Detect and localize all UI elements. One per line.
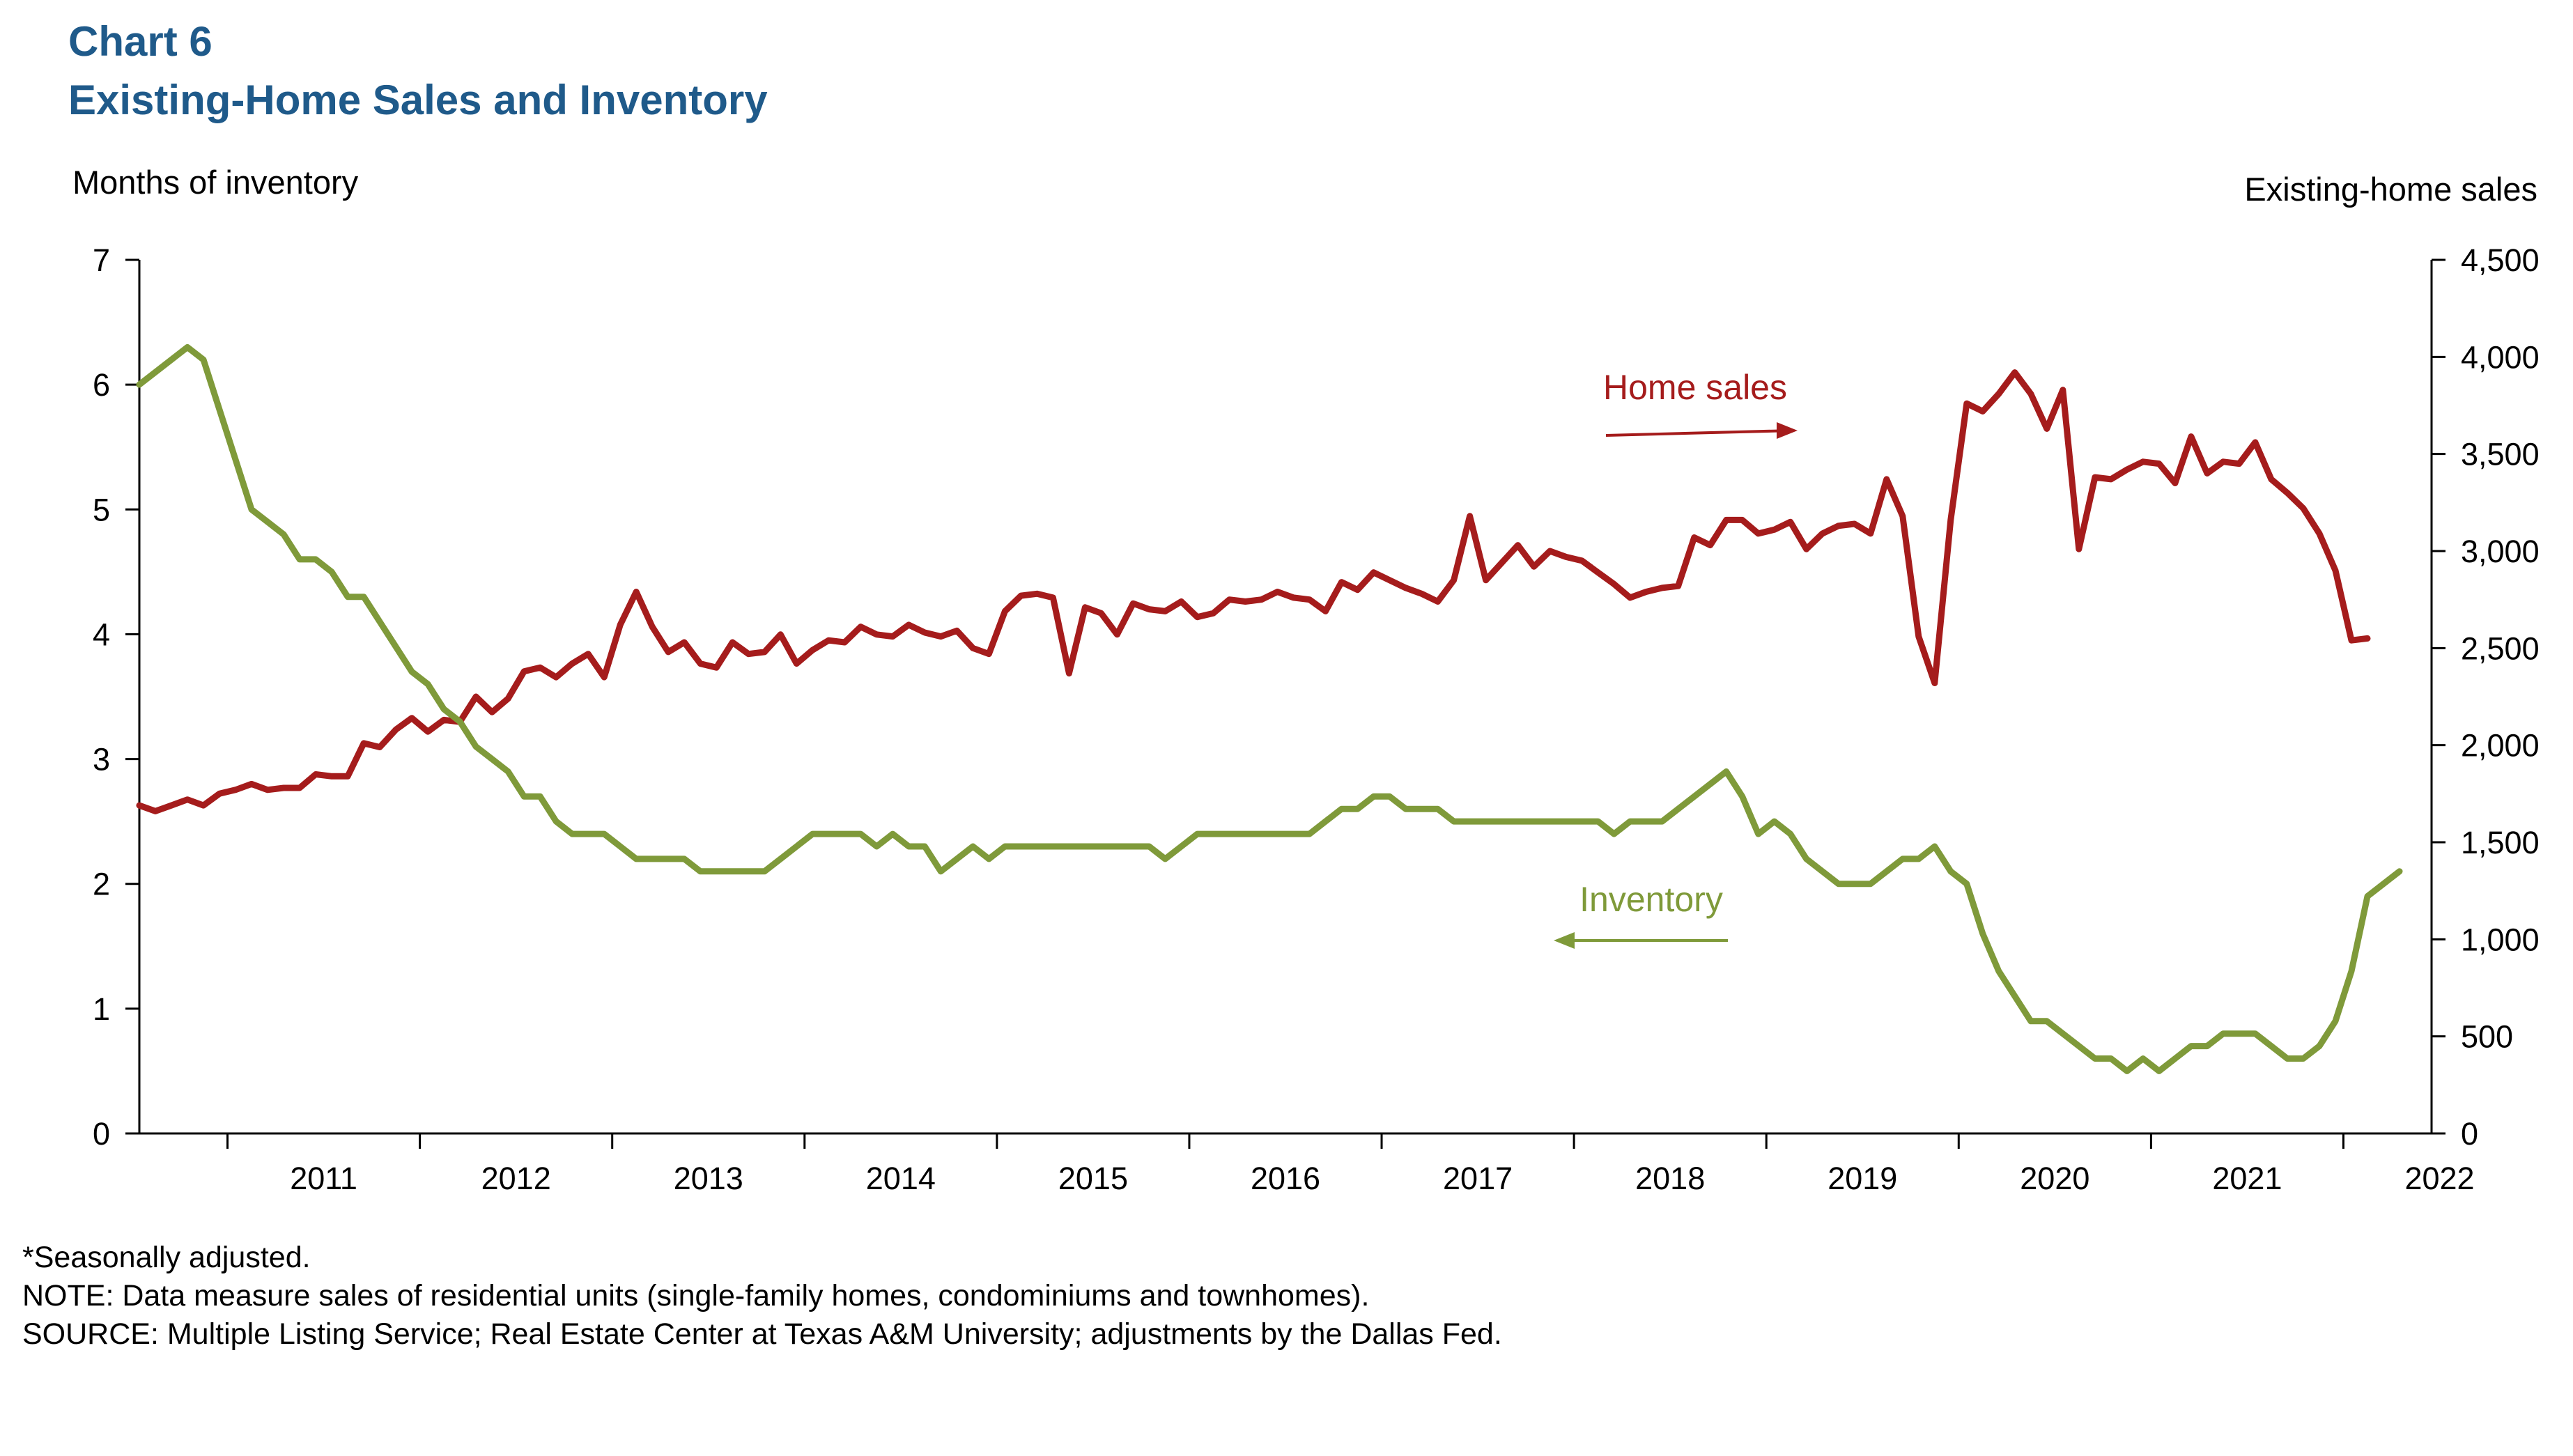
x-tick-label: 2019 xyxy=(1828,1161,1897,1196)
x-tick-label: 2018 xyxy=(1635,1161,1705,1196)
right-tick-label: 0 xyxy=(2461,1116,2478,1152)
right-tick-label: 1,000 xyxy=(2461,922,2540,957)
left-tick-label: 0 xyxy=(93,1116,110,1152)
left-axis-label: Months of inventory xyxy=(72,164,359,201)
inventory-annotation-label: Inventory xyxy=(1579,880,1723,919)
x-tick-label: 2014 xyxy=(866,1161,936,1196)
x-tick-label: 2015 xyxy=(1058,1161,1128,1196)
right-tick-label: 500 xyxy=(2461,1019,2513,1055)
source-note: SOURCE: Multiple Listing Service; Real E… xyxy=(22,1317,1502,1351)
home-sales-annotation-arrow xyxy=(1605,429,1793,437)
left-tick-label: 5 xyxy=(93,492,110,527)
inventory-line xyxy=(136,343,2403,1074)
left-tick-label: 1 xyxy=(93,991,110,1027)
series-layer xyxy=(136,343,2403,1074)
x-axis: 2011 2012 2013 2014 2015 2016 2017 2018 2019 2020… xyxy=(139,1132,2475,1196)
chart-heading: Existing-Home Sales and Inventory xyxy=(68,77,768,123)
x-tick-label: 2021 xyxy=(2212,1161,2282,1196)
right-axis-label: Existing-home sales xyxy=(2244,171,2537,208)
x-tick-label: 2017 xyxy=(1443,1161,1513,1196)
x-tick-label: 2012 xyxy=(481,1161,551,1196)
left-tick-label: 4 xyxy=(93,617,110,652)
left-tick-label: 7 xyxy=(93,242,110,278)
left-axis: 0 1 2 3 4 5 6 7 xyxy=(93,242,141,1152)
left-tick-label: 6 xyxy=(93,367,110,403)
right-axis: 0 500 1,000 1,500 2,000 2,500 3,000 3,500 4,000 4… xyxy=(2430,242,2540,1152)
seasonal-note: *Seasonally adjusted. xyxy=(22,1241,311,1274)
x-tick-label: 2020 xyxy=(2020,1161,2089,1196)
x-tick-label: 2011 xyxy=(290,1161,357,1196)
right-tick-label: 4,500 xyxy=(2461,242,2540,278)
right-tick-label: 1,500 xyxy=(2461,825,2540,860)
right-tick-label: 2,500 xyxy=(2461,630,2540,666)
x-tick-label: 2022 xyxy=(2404,1161,2474,1196)
line-chart: Months of inventory Existing-home sales … xyxy=(72,164,2540,1196)
right-tick-label: 3,000 xyxy=(2461,534,2540,569)
data-note: NOTE: Data measure sales of residential … xyxy=(22,1279,1370,1312)
annotation-layer: Home sales Inventory xyxy=(1554,368,1798,949)
home-sales-line xyxy=(136,369,2371,814)
x-tick-label: 2013 xyxy=(674,1161,743,1196)
right-tick-label: 3,500 xyxy=(2461,437,2540,472)
home-sales-annotation-label: Home sales xyxy=(1603,368,1787,407)
right-tick-label: 4,000 xyxy=(2461,339,2540,375)
inventory-arrow-head xyxy=(1554,932,1575,949)
left-tick-label: 3 xyxy=(93,742,110,777)
x-tick-label: 2016 xyxy=(1251,1161,1320,1196)
chart-number: Chart 6 xyxy=(68,18,213,65)
right-tick-label: 2,000 xyxy=(2461,728,2540,764)
chart-notes: *Seasonally adjusted. NOTE: Data measure… xyxy=(22,1239,1502,1354)
home-sales-arrow-head xyxy=(1777,422,1798,439)
chart-title: Chart 6 Existing-Home Sales and Inventor… xyxy=(68,13,768,130)
left-tick-label: 2 xyxy=(93,867,110,902)
